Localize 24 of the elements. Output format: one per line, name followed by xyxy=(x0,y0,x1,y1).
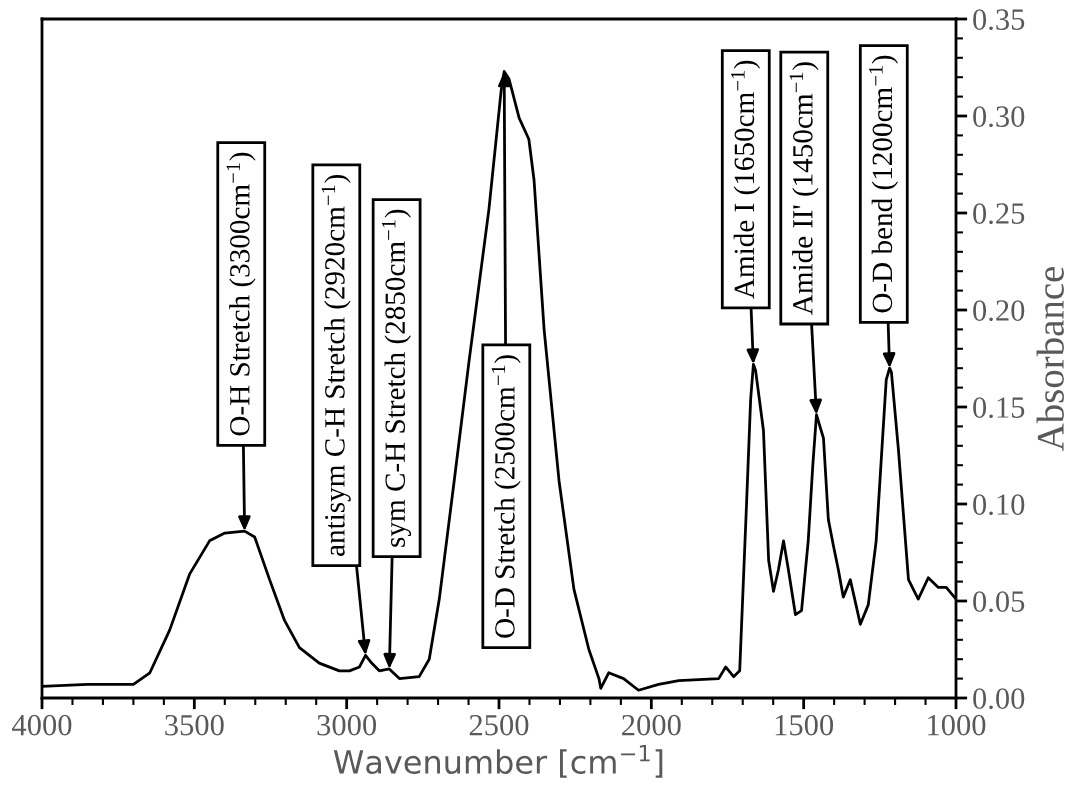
y-tick-label: 0.35 xyxy=(973,9,1025,31)
x-tick-label: 2000 xyxy=(622,714,681,736)
x-tick-label: 1000 xyxy=(928,714,986,736)
y-tick-label: 0.30 xyxy=(973,106,1025,128)
y-tick-label: 0.25 xyxy=(973,203,1025,225)
x-tick-label: 4000 xyxy=(12,714,72,736)
x-tick-label: 3500 xyxy=(165,714,224,736)
x-tick-label: 2500 xyxy=(469,714,529,736)
y-axis-title: Absorbance xyxy=(1036,266,1064,451)
y-tick-label: 0.15 xyxy=(973,397,1025,419)
y-tick-label: 0.10 xyxy=(973,494,1025,516)
annotation: Amide II' (1450cm$^{−1}$) xyxy=(789,62,819,315)
annotation: O-D bend (1200cm$^{−1}$) xyxy=(869,55,899,313)
annotation: antisym C-H Stretch (2920cm$^{−1}$) xyxy=(321,175,351,556)
annotation: Amide I (1650cm$^{−1}$) xyxy=(731,60,761,299)
x-tick-label: 3000 xyxy=(317,714,377,736)
x-tick-label: 1500 xyxy=(775,714,834,736)
y-tick-label: 0.00 xyxy=(973,688,1025,710)
annotation: O-D Stretch (2500cm$^{−1}$) xyxy=(491,355,521,638)
annotation: O-H Stretch (3300cm$^{−1}$) xyxy=(226,152,256,436)
y-tick-label: 0.20 xyxy=(973,300,1025,322)
annotation: sym C-H Stretch (2850cm$^{−1}$) xyxy=(381,209,412,547)
x-axis-title: Wavenumber [cm$^{−1}$] xyxy=(333,745,663,778)
y-tick-label: 0.05 xyxy=(973,591,1025,613)
